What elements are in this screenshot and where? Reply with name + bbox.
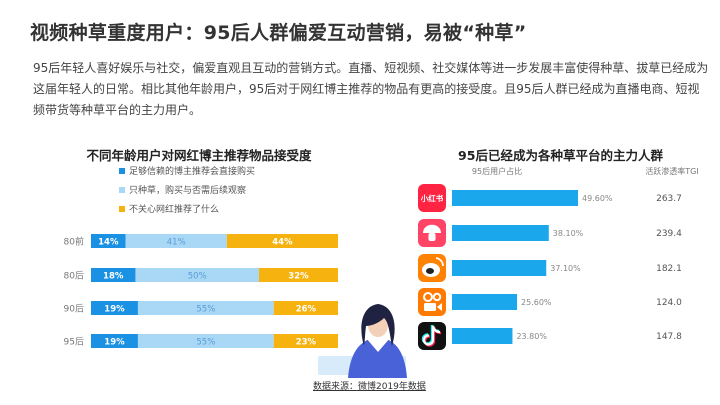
- weibo-icon: [418, 254, 446, 282]
- platform-share-label: 25.60%: [521, 298, 552, 307]
- category-label: 80前: [64, 236, 84, 248]
- bar-value-label: 23%: [296, 338, 317, 348]
- legend-label: 不关心网红推荐了什么: [129, 203, 219, 215]
- platform-bar: [452, 260, 547, 276]
- bar-value-label: 18%: [103, 272, 124, 282]
- data-source-note: 数据来源：微博2019年数据: [313, 382, 426, 392]
- intro-paragraph: 95后年轻人喜好娱乐与社交，偏爱直观且互动的营销方式。直播、短视频、社交媒体等进…: [33, 61, 709, 117]
- bar-value-label: 55%: [196, 338, 215, 348]
- legend-swatch: [119, 168, 125, 174]
- platform-bar-chart: 95后用户占比 活跃渗透率TGI 小红书 49.60% 263.7 38.10% 239.4…: [418, 166, 699, 350]
- bar-segment: [135, 268, 259, 282]
- platform-tgi-value: 124.0: [656, 298, 682, 308]
- platform-share-label: 49.60%: [582, 194, 613, 203]
- bar-segment: [125, 234, 227, 248]
- platform-share-label: 37.10%: [550, 264, 581, 273]
- xiaohongshu-icon: 小红书: [418, 184, 446, 212]
- platform-tgi-value: 263.7: [656, 194, 682, 204]
- category-label: 90后: [64, 304, 84, 315]
- bar-segment: [273, 301, 338, 315]
- bar-value-label: 55%: [196, 305, 215, 315]
- bar-value-label: 19%: [104, 338, 125, 348]
- page-title: 视频种草重度用户：95后人群偏爱互动营销，易被“种草”: [30, 22, 527, 44]
- illustration-hair: [361, 304, 395, 346]
- platform-bar: [452, 294, 518, 310]
- illustration-collar: [366, 338, 390, 352]
- mushroom-street-icon: [418, 219, 446, 247]
- left-chart-title: 不同年龄用户对网红博主推荐物品接受度: [86, 148, 312, 163]
- platform-tgi-value: 182.1: [656, 264, 682, 274]
- bar-value-label: 50%: [188, 272, 207, 282]
- platform-tgi-value: 147.8: [656, 332, 682, 342]
- column-header-share: 95后用户占比: [472, 166, 522, 176]
- bar-segment: [273, 334, 338, 348]
- bar-segment: [91, 334, 138, 348]
- woman-illustration: [318, 304, 407, 378]
- bar-segment: [137, 301, 274, 315]
- bar-segment: [226, 234, 338, 248]
- bar-segment: [137, 334, 274, 348]
- bar-value-label: 14%: [98, 238, 119, 248]
- platform-bar: [452, 225, 549, 241]
- bar-segment: [258, 268, 338, 282]
- platform-share-label: 38.10%: [553, 229, 584, 238]
- bar-value-label: 32%: [288, 272, 309, 282]
- category-label: 95后: [64, 337, 84, 348]
- bar-segment: [91, 301, 138, 315]
- app-icon-label: 小红书: [421, 193, 444, 203]
- platform-bar: [452, 190, 578, 206]
- legend-swatch: [119, 187, 125, 193]
- bar-value-label: 19%: [104, 305, 125, 315]
- bar-segment: [91, 268, 136, 282]
- platform-tgi-value: 239.4: [656, 229, 682, 239]
- column-header-tgi: 活跃渗透率TGI: [645, 166, 698, 176]
- platform-share-label: 23.80%: [516, 332, 547, 341]
- douyin-icon: [418, 322, 446, 350]
- legend-swatch: [119, 206, 125, 212]
- legend-label: 足够信赖的博主推荐会直接购买: [129, 165, 255, 177]
- bar-value-label: 26%: [296, 305, 317, 315]
- bar-value-label: 44%: [272, 238, 293, 248]
- illustration-body: [348, 338, 407, 378]
- bar-value-label: 41%: [167, 238, 186, 248]
- kuaishou-icon: [418, 288, 446, 316]
- bar-segment: [91, 234, 126, 248]
- platform-bar: [452, 328, 513, 344]
- legend-label: 只种草，购买与否需后续观察: [129, 184, 246, 196]
- right-chart-title: 95后已经成为各种草平台的主力人群: [458, 148, 663, 163]
- category-label: 80后: [64, 271, 84, 282]
